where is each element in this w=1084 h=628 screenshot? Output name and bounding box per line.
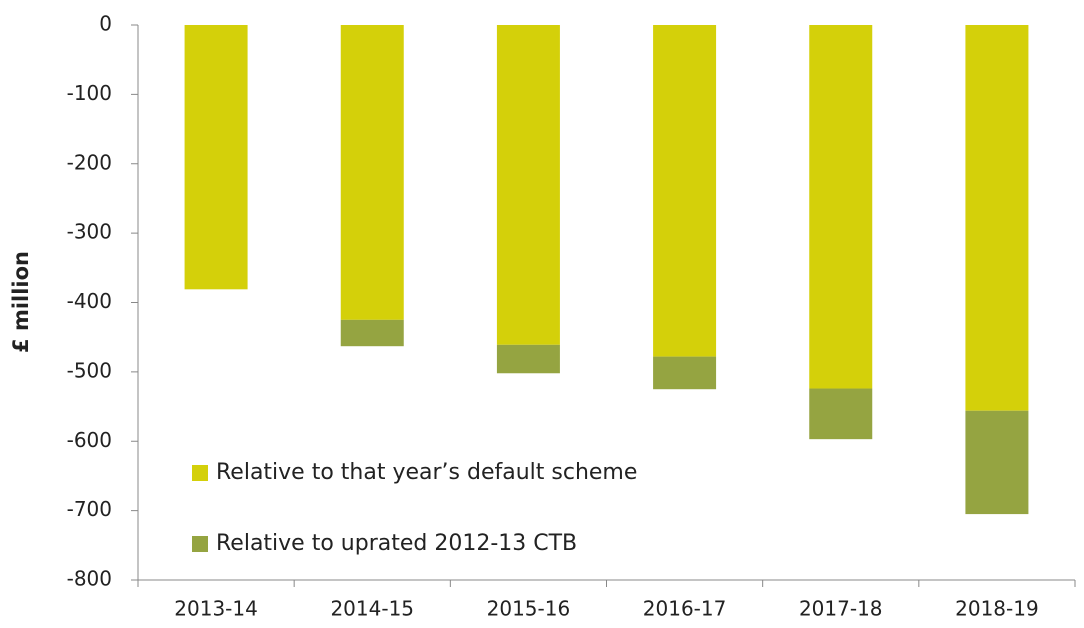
x-tick-label: 2017-18: [799, 597, 883, 621]
x-tick-label: 2015-16: [487, 597, 571, 621]
y-tick-label: -400: [67, 289, 112, 313]
y-tick-label: -300: [67, 220, 112, 244]
bar-segment: [653, 25, 717, 357]
legend-label: Relative to uprated 2012-13 CTB: [216, 531, 577, 556]
y-tick-label: -200: [67, 150, 112, 174]
bar-segment: [809, 25, 873, 389]
y-tick-label: -800: [67, 567, 112, 591]
x-tick-label: 2016-17: [643, 597, 727, 621]
bar-segment: [496, 25, 560, 345]
bar-segment: [340, 319, 404, 347]
bar-segment: [965, 25, 1029, 411]
y-tick-label: -700: [67, 497, 112, 521]
bar-segment: [809, 388, 873, 440]
x-tick-label: 2013-14: [174, 597, 258, 621]
bar-segment: [653, 356, 717, 390]
bar-segment: [965, 410, 1029, 515]
y-axis-label: £ million: [9, 251, 33, 353]
legend-swatch: [192, 465, 208, 481]
y-tick-label: -500: [67, 358, 112, 382]
x-tick-label: 2014-15: [330, 597, 414, 621]
y-tick-label: 0: [99, 12, 112, 36]
legend-label: Relative to that year’s default scheme: [216, 460, 637, 485]
bar-segment: [340, 25, 404, 320]
legend-swatch: [192, 536, 208, 552]
bar-segment: [184, 25, 248, 290]
x-tick-label: 2018-19: [955, 597, 1039, 621]
y-tick-label: -600: [67, 428, 112, 452]
bar-segment: [496, 344, 560, 374]
y-tick-label: -100: [67, 81, 112, 105]
